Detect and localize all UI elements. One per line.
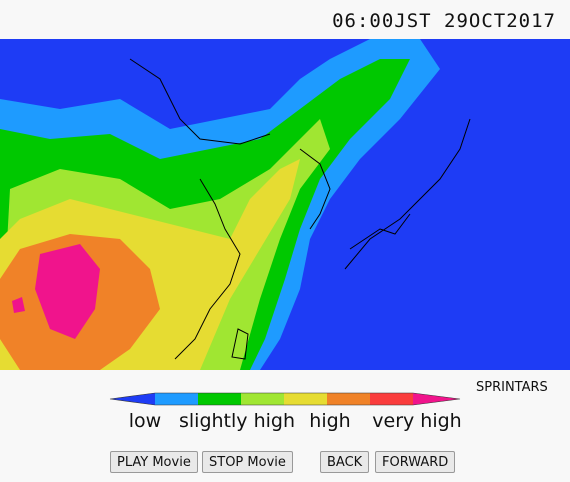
stop-button[interactable]: STOP Movie (202, 451, 293, 473)
timestamp: 06:00JST 29OCT2017 (332, 10, 556, 32)
forward-button[interactable]: FORWARD (375, 451, 456, 473)
source-label: SPRINTARS (476, 380, 548, 395)
aerosol-map (0, 39, 570, 370)
legend-label: very high (372, 410, 462, 432)
back-button[interactable]: BACK (320, 451, 370, 473)
color-scale (109, 392, 461, 406)
legend-label: slightly high (179, 410, 295, 432)
legend-label: low (128, 410, 162, 432)
play-button[interactable]: PLAY Movie (110, 451, 198, 473)
legend-label: high (309, 410, 351, 432)
